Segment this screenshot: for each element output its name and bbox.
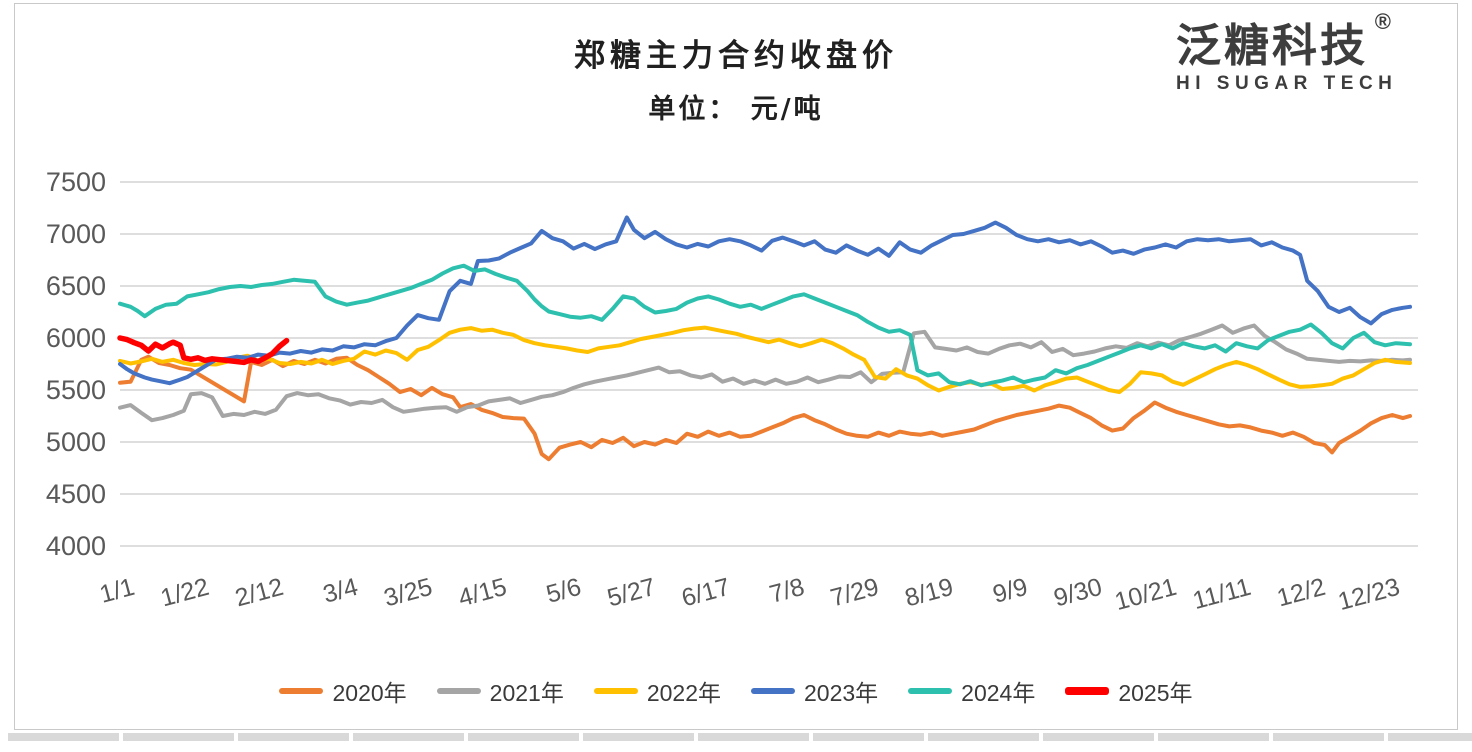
legend-item-2023: 2023年 — [751, 674, 878, 708]
legend-swatch-icon — [751, 688, 795, 694]
brand-logo-tagline: HI SUGAR TECH — [1176, 73, 1398, 95]
legend-label: 2022年 — [646, 680, 721, 706]
series-line-2022 — [118, 325, 1412, 395]
legend-swatch-icon — [1065, 687, 1110, 695]
series-line-2023 — [118, 215, 1412, 386]
x-axis-tick-label: 5/6 — [543, 573, 584, 609]
x-axis-tick-label: 12/2 — [1274, 573, 1328, 613]
x-axis-tick-label: 3/4 — [320, 573, 361, 609]
x-axis-tick-label: 7/29 — [828, 573, 882, 613]
legend-label: 2020年 — [332, 680, 407, 706]
legend-item-2020: 2020年 — [279, 674, 407, 708]
x-axis-tick-label: 9/30 — [1051, 573, 1105, 613]
legend-swatch-icon — [279, 688, 324, 694]
legend-label: 2023年 — [804, 680, 879, 706]
x-axis-tick-label: 9/9 — [990, 573, 1031, 609]
x-axis-tick-label: 12/23 — [1335, 573, 1403, 616]
legend-item-2025: 2025年 — [1065, 674, 1193, 708]
x-axis-tick-label: 1/22 — [158, 573, 212, 613]
x-axis-tick-label: 11/11 — [1190, 573, 1254, 615]
y-axis-tick-label: 6500 — [46, 271, 106, 301]
series-line-2025 — [117, 335, 290, 366]
brand-logo: 泛糖科技 ® HI SUGAR TECH — [1176, 9, 1436, 95]
series-line-2020 — [118, 354, 1412, 462]
legend-label: 2024年 — [961, 680, 1036, 706]
y-axis-tick-label: 5500 — [46, 375, 106, 405]
x-axis-tick-label: 10/21 — [1112, 573, 1180, 616]
x-axis-tick-label: 5/27 — [604, 573, 658, 613]
brand-logo-chinese-text: 泛糖科技 ® — [1176, 9, 1395, 71]
legend-item-2021: 2021年 — [436, 674, 564, 708]
legend-item-2024: 2024年 — [908, 674, 1035, 708]
legend-swatch-icon — [908, 688, 953, 694]
x-axis-tick-label: 2/12 — [232, 573, 286, 613]
legend-label: 2025年 — [1118, 680, 1193, 706]
legend-swatch-icon — [593, 688, 638, 694]
registered-trademark-icon: ® — [1374, 9, 1395, 34]
y-axis-tick-label: 5000 — [46, 427, 106, 457]
x-axis-tick-label: 3/25 — [381, 573, 435, 613]
y-axis-tick-label: 7000 — [46, 219, 106, 249]
y-axis-tick-label: 7500 — [46, 167, 106, 197]
y-axis-tick-label: 4500 — [46, 479, 106, 509]
x-axis-tick-label: 1/1 — [97, 573, 138, 609]
y-axis-tick-label: 4000 — [46, 531, 106, 561]
cropped-bottom-bar — [8, 733, 1472, 741]
legend-swatch-icon — [436, 688, 481, 694]
x-axis-tick-label: 8/19 — [902, 573, 956, 613]
x-axis-tick-label: 7/8 — [767, 573, 808, 609]
y-axis-tick-label: 6000 — [46, 323, 106, 353]
chart-legend: 2020年 2021年 2022年 2023年 2024年 2025年 — [0, 674, 1472, 708]
series-line-2021 — [118, 323, 1412, 423]
series-line-2024 — [118, 263, 1412, 388]
legend-label: 2021年 — [489, 680, 564, 706]
legend-item-2022: 2022年 — [593, 674, 721, 708]
x-axis-tick-label: 4/15 — [455, 573, 509, 613]
x-axis-tick-label: 6/17 — [679, 573, 733, 613]
